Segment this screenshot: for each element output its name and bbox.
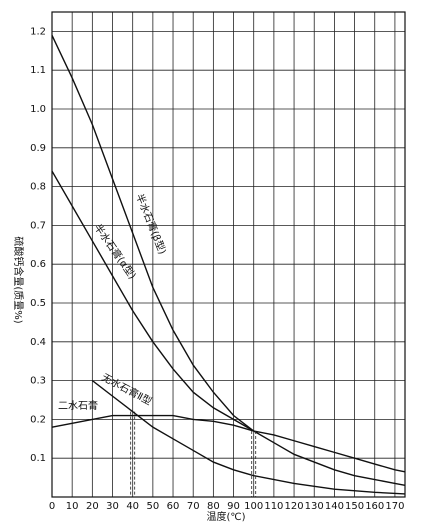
y-tick-label: 1.2 — [30, 26, 46, 37]
curve-label: 半水石膏(β型) — [133, 192, 169, 256]
x-tick-label: 90 — [227, 501, 240, 512]
x-axis-title: 温度(℃) — [206, 510, 245, 523]
y-tick-label: 0.3 — [30, 376, 46, 387]
x-tick-label: 50 — [146, 501, 159, 512]
curve — [51, 414, 406, 473]
x-tick-label: 160 — [365, 501, 384, 512]
x-tick-label: 110 — [264, 501, 283, 512]
curve — [51, 170, 406, 487]
y-tick-label: 0.7 — [30, 220, 46, 231]
x-tick-label: 120 — [285, 501, 304, 512]
x-tick-label: 70 — [187, 501, 200, 512]
x-tick-label: 0 — [49, 501, 55, 512]
x-tick-label: 30 — [106, 501, 119, 512]
y-axis-title: 硫酸钙含量(质量%) — [12, 236, 25, 323]
y-tick-label: 0.4 — [30, 337, 46, 348]
y-tick-label: 1.0 — [30, 104, 46, 115]
x-tick-label: 170 — [385, 501, 404, 512]
x-tick-label: 80 — [207, 501, 220, 512]
x-tick-label: 40 — [126, 501, 139, 512]
x-tick-label: 100 — [244, 501, 263, 512]
x-tick-label: 150 — [345, 501, 364, 512]
x-tick-label: 140 — [325, 501, 344, 512]
y-tick-label: 0.2 — [30, 414, 46, 425]
y-tick-label: 0.1 — [30, 453, 46, 464]
curve-label: 无水石膏Ⅱ型 — [100, 371, 155, 408]
curve — [51, 34, 255, 432]
x-tick-label: 20 — [86, 501, 99, 512]
x-tick-label: 60 — [167, 501, 180, 512]
y-tick-label: 1.1 — [30, 65, 46, 76]
curve-label: 二水石膏 — [58, 399, 98, 412]
y-tick-label: 0.5 — [30, 298, 46, 309]
x-tick-label: 10 — [66, 501, 79, 512]
plot-frame — [51, 11, 406, 498]
y-tick-label: 0.6 — [30, 259, 46, 270]
y-tick-label: 0.8 — [30, 182, 46, 193]
y-tick-label: 0.9 — [30, 143, 46, 154]
x-tick-label: 130 — [305, 501, 324, 512]
curve — [91, 380, 406, 495]
